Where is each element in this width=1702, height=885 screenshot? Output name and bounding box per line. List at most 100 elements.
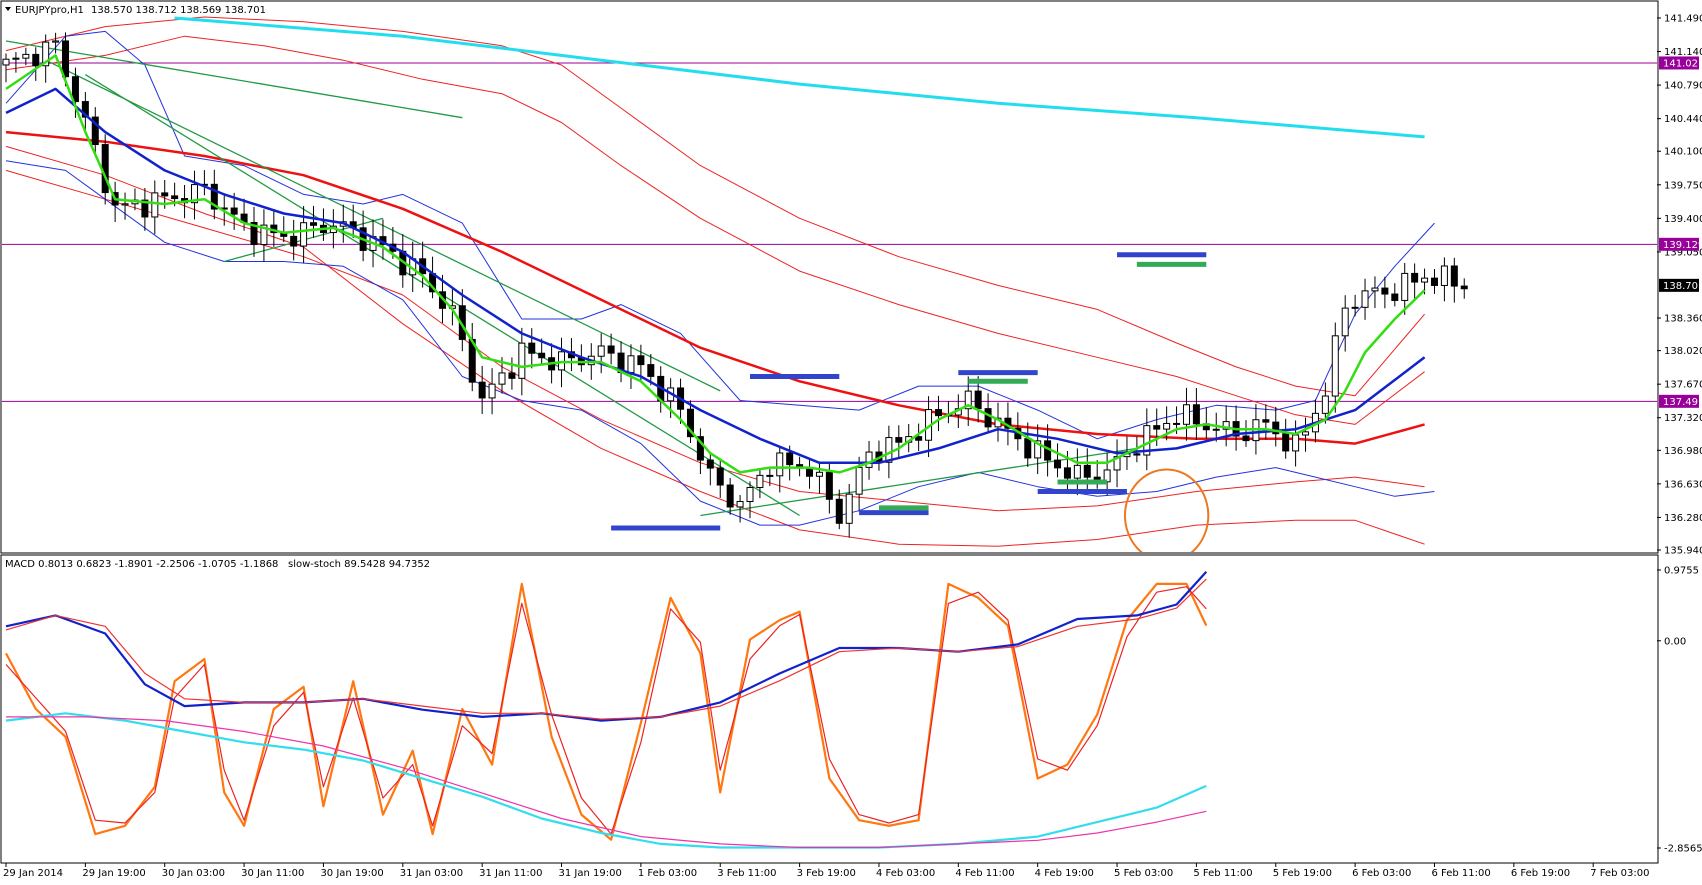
time-tick-label: 29 Jan 2014	[3, 868, 63, 879]
candle-body	[1321, 395, 1329, 414]
candle	[736, 495, 744, 523]
candle-body	[518, 342, 526, 379]
candle	[111, 181, 119, 223]
candle-body	[290, 235, 298, 247]
candle	[1450, 257, 1458, 303]
price-tick-label: 139.750	[1664, 180, 1702, 191]
candle	[141, 188, 149, 231]
candle-body	[210, 183, 218, 210]
candle-body	[726, 484, 734, 508]
candle	[62, 32, 70, 87]
candle-body	[1401, 272, 1409, 301]
price-tick-label: 139.050	[1664, 247, 1702, 258]
bollinger-upper-line	[5, 30, 1435, 440]
candle	[1103, 452, 1111, 496]
candle	[1411, 263, 1419, 300]
candle	[22, 47, 30, 66]
candle-body	[1182, 404, 1190, 425]
candle-body	[607, 345, 615, 354]
candle	[1272, 406, 1280, 447]
candle-body	[716, 467, 724, 486]
indicator-pane-frame	[0, 554, 1659, 864]
candle	[1430, 269, 1438, 294]
ohlc-values: 138.570 138.712 138.569 138.701	[91, 5, 266, 16]
candle-body	[1163, 422, 1171, 430]
candle-body	[310, 222, 318, 226]
time-tick-label: 31 Jan 11:00	[479, 868, 542, 879]
candle-body	[1460, 285, 1468, 290]
macd-magenta-line	[6, 716, 1207, 849]
candle-body	[1192, 404, 1200, 425]
envelope-lower-outer-line	[5, 145, 1425, 547]
candle	[190, 170, 198, 220]
candle	[1371, 276, 1379, 309]
candle-body	[825, 471, 833, 500]
candle	[706, 452, 714, 486]
candle-body	[786, 452, 794, 466]
time-tick-label: 4 Feb 11:00	[955, 868, 1014, 879]
candle	[1034, 424, 1042, 475]
candle	[845, 484, 853, 538]
stoch-main-line	[5, 582, 1208, 841]
candle	[964, 376, 972, 426]
candle-body	[42, 41, 50, 67]
candle	[1182, 387, 1190, 441]
candle	[1381, 276, 1389, 309]
candle-body	[815, 471, 823, 477]
candle	[290, 219, 298, 261]
candle	[32, 47, 40, 81]
candle	[915, 423, 923, 452]
candle	[538, 338, 546, 365]
candle-body	[300, 222, 308, 247]
candle	[310, 205, 318, 238]
candle	[359, 210, 367, 262]
main-price-pane	[2, 16, 1657, 552]
candle-body	[1222, 421, 1230, 430]
indicator-pane	[5, 571, 1208, 849]
time-tick-label: 3 Feb 11:00	[717, 868, 776, 879]
candle-body	[508, 372, 516, 379]
candle	[1351, 294, 1359, 317]
candle-body	[895, 437, 903, 443]
candle	[379, 219, 387, 260]
price-tick-label: 140.440	[1664, 114, 1702, 125]
candle	[42, 34, 50, 83]
candle-body	[190, 184, 198, 204]
candle-body	[538, 352, 546, 359]
candle	[1282, 418, 1290, 459]
candle	[508, 357, 516, 390]
candle-body	[22, 53, 30, 59]
candle	[716, 460, 724, 498]
time-tick-label: 31 Jan 19:00	[559, 868, 622, 879]
candle-body	[121, 203, 129, 206]
candle-body	[1153, 425, 1161, 430]
time-tick-label: 5 Feb 19:00	[1273, 868, 1332, 879]
candle-body	[528, 342, 536, 354]
macd-signal-line	[5, 578, 1207, 720]
candle	[756, 469, 764, 499]
candle	[1192, 387, 1200, 440]
time-tick-label: 6 Feb 11:00	[1431, 868, 1490, 879]
candle-body	[964, 390, 972, 410]
candle-body	[1073, 464, 1081, 479]
candle	[1222, 405, 1230, 447]
candle	[1321, 382, 1329, 424]
candle-body	[1034, 440, 1042, 459]
candle-body	[1143, 425, 1151, 456]
time-tick-label: 3 Feb 19:00	[797, 868, 856, 879]
candle	[934, 395, 942, 432]
candle-body	[1381, 287, 1389, 295]
candle	[726, 478, 734, 515]
price-tick-label: 138.360	[1664, 314, 1702, 325]
candle-body	[1411, 272, 1419, 283]
candle-body	[498, 372, 506, 385]
candle	[766, 468, 774, 487]
time-tick-label: 7 Feb 03:00	[1590, 868, 1649, 879]
candle	[210, 169, 218, 220]
dropdown-triangle-icon[interactable]	[5, 7, 11, 11]
candle	[468, 322, 476, 392]
candle-body	[161, 192, 169, 197]
current-price-box	[1659, 278, 1699, 292]
candle-body	[915, 436, 923, 441]
candle	[300, 206, 308, 264]
